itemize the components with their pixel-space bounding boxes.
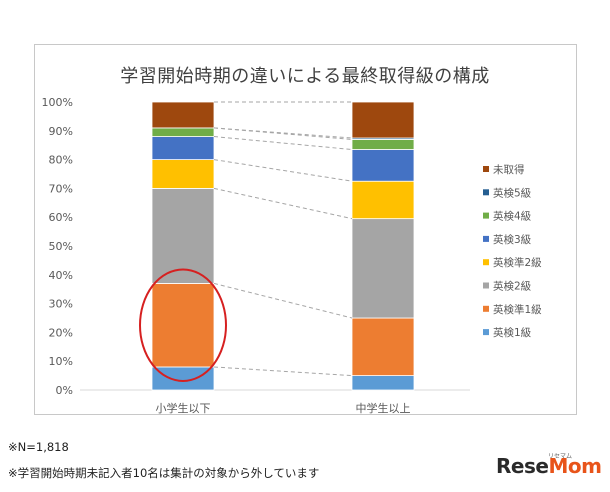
y-tick-label: 100% — [42, 96, 73, 109]
legend-label: 英検2級 — [493, 280, 532, 293]
bar-segment — [351, 218, 415, 319]
connector-line — [213, 127, 353, 140]
y-tick-label: 90% — [49, 125, 73, 138]
connector-line — [213, 366, 353, 377]
y-tick-label: 60% — [49, 211, 73, 224]
legend-label: 英検準1級 — [493, 303, 542, 316]
bar-segment — [151, 136, 215, 160]
legend-swatch — [483, 305, 489, 312]
logo-text-b: Mom — [548, 454, 602, 478]
legend-swatch — [483, 212, 489, 219]
legend-label: 英検1級 — [493, 326, 532, 339]
connector-line — [213, 282, 353, 319]
legend-swatch — [483, 329, 489, 336]
connector-line — [213, 136, 353, 151]
y-tick-label: 50% — [49, 240, 73, 253]
bar-segment — [151, 101, 215, 129]
legend-label: 英検準2級 — [493, 256, 542, 269]
legend-label: 英検4級 — [493, 210, 532, 223]
x-tick-label: 小学生以下 — [156, 401, 211, 415]
bar-segment — [151, 366, 215, 391]
bar-segment — [351, 375, 415, 391]
x-tick-label: 中学生以上 — [356, 401, 411, 415]
logo-text-a: Rese — [496, 454, 549, 478]
bar-segment — [151, 283, 215, 368]
chart-title: 学習開始時期の違いによる最終取得級の構成 — [120, 66, 490, 87]
connector-line — [213, 187, 353, 220]
connector-line — [213, 159, 353, 182]
bar-segment — [151, 159, 215, 189]
y-tick-label: 0% — [56, 384, 73, 397]
y-tick-label: 70% — [49, 182, 73, 195]
y-tick-label: 10% — [49, 355, 73, 368]
y-tick-label: 30% — [49, 298, 73, 311]
connector-line — [213, 127, 353, 139]
bar-segment — [151, 187, 215, 284]
footnote-exclusion: ※学習開始時期未記入者10名は集計の対象から外しています — [8, 466, 320, 480]
legend-label: 未取得 — [493, 164, 525, 176]
legend-label: 英検3級 — [493, 233, 532, 246]
bar-segment — [351, 149, 415, 182]
legend-swatch — [483, 259, 489, 266]
legend-swatch — [483, 189, 489, 196]
legend-swatch — [483, 166, 489, 172]
y-tick-label: 80% — [49, 154, 73, 167]
legend-swatch — [483, 282, 489, 289]
bar-segment — [351, 317, 415, 376]
logo-tagline: リセマム — [548, 453, 573, 460]
bar-segment — [351, 139, 415, 150]
legend-swatch — [483, 235, 489, 242]
footnote-sample-size: ※N=1,818 — [8, 440, 69, 454]
bar-segment — [351, 180, 415, 220]
resemom-logo: ReseMom — [496, 454, 602, 478]
y-tick-label: 20% — [49, 326, 73, 339]
bar-segment — [151, 127, 215, 137]
chart-frame — [34, 44, 577, 415]
highlight-ellipse — [139, 268, 227, 382]
legend-label: 英検5級 — [493, 186, 532, 199]
bar-segment — [351, 101, 415, 139]
y-tick-label: 40% — [49, 269, 73, 282]
